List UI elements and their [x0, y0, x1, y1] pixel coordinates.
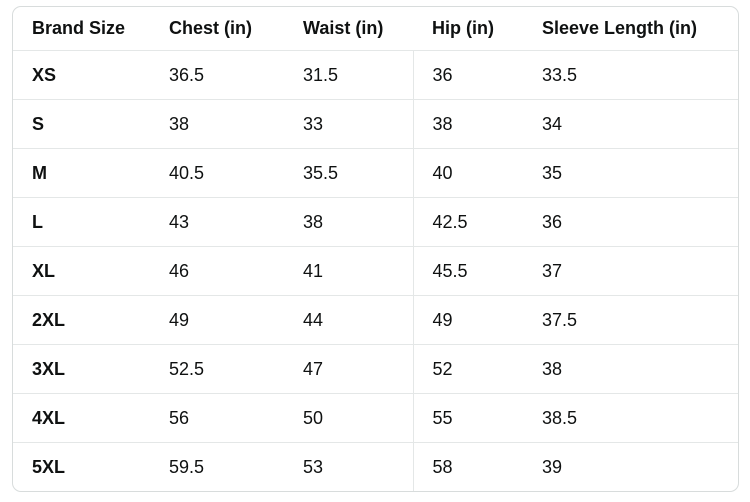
size-cell: M	[13, 148, 150, 198]
waist-cell: 31.5	[284, 50, 413, 100]
table-row: XL 46 41 45.5 37	[13, 246, 738, 296]
chest-cell: 46	[150, 246, 284, 296]
chest-cell: 52.5	[150, 344, 284, 394]
header-row: Brand Size Chest (in) Waist (in) Hip (in…	[13, 7, 738, 51]
table-row: 5XL 59.5 53 58 39	[13, 442, 738, 491]
hip-cell: 49	[412, 295, 523, 345]
size-cell: 2XL	[13, 295, 150, 345]
chest-cell: 40.5	[150, 148, 284, 198]
sleeve-cell: 38.5	[523, 393, 738, 443]
table-row: 4XL 56 50 55 38.5	[13, 393, 738, 443]
table-row: S 38 33 38 34	[13, 99, 738, 149]
chest-cell: 43	[150, 197, 284, 247]
sleeve-cell: 38	[523, 344, 738, 394]
table-row: L 43 38 42.5 36	[13, 197, 738, 247]
sleeve-cell: 33.5	[523, 50, 738, 100]
waist-cell: 44	[284, 295, 413, 345]
hip-cell: 42.5	[412, 197, 523, 247]
waist-cell: 53	[284, 442, 413, 491]
header-cell-chest: Chest (in)	[169, 18, 252, 38]
header-cell-sleeve-length: Sleeve Length (in)	[542, 18, 698, 38]
sleeve-cell: 36	[523, 197, 738, 247]
size-cell: XL	[13, 246, 150, 296]
hip-cell: 45.5	[412, 246, 523, 296]
size-cell: L	[13, 197, 150, 247]
table-row: 2XL 49 44 49 37.5	[13, 295, 738, 345]
size-cell: 4XL	[13, 393, 150, 443]
table-row: M 40.5 35.5 40 35	[13, 148, 738, 198]
hip-cell: 36	[412, 50, 523, 100]
hip-cell: 38	[412, 99, 523, 149]
chest-cell: 38	[150, 99, 284, 149]
header-cell-waist: Waist (in)	[303, 18, 384, 38]
size-cell: 5XL	[13, 442, 150, 491]
header-cell-hip: Hip (in)	[432, 18, 494, 38]
waist-cell: 47	[284, 344, 413, 394]
header-cell-brand-size: Brand Size	[32, 18, 126, 38]
size-chart-card: Brand Size Chest (in) Waist (in) Hip (in…	[12, 6, 739, 492]
hip-cell: 40	[412, 148, 523, 198]
waist-cell: 33	[284, 99, 413, 149]
hip-cell: 58	[412, 442, 523, 491]
waist-cell: 38	[284, 197, 413, 247]
chest-cell: 56	[150, 393, 284, 443]
waist-cell: 41	[284, 246, 413, 296]
sleeve-cell: 34	[523, 99, 738, 149]
hip-cell: 55	[412, 393, 523, 443]
sleeve-cell: 35	[523, 148, 738, 198]
size-cell: S	[13, 99, 150, 149]
waist-cell: 35.5	[284, 148, 413, 198]
hip-cell: 52	[412, 344, 523, 394]
waist-cell: 50	[284, 393, 413, 443]
table-row: 3XL 52.5 47 52 38	[13, 344, 738, 394]
size-cell: XS	[13, 50, 150, 100]
sleeve-cell: 39	[523, 442, 738, 491]
chest-cell: 36.5	[150, 50, 284, 100]
table-row: XS 36.5 31.5 36 33.5	[13, 50, 738, 100]
chest-cell: 49	[150, 295, 284, 345]
size-cell: 3XL	[13, 344, 150, 394]
chest-cell: 59.5	[150, 442, 284, 491]
sleeve-cell: 37	[523, 246, 738, 296]
size-chart-table: Brand Size Chest (in) Waist (in) Hip (in…	[13, 7, 738, 491]
sleeve-cell: 37.5	[523, 295, 738, 345]
